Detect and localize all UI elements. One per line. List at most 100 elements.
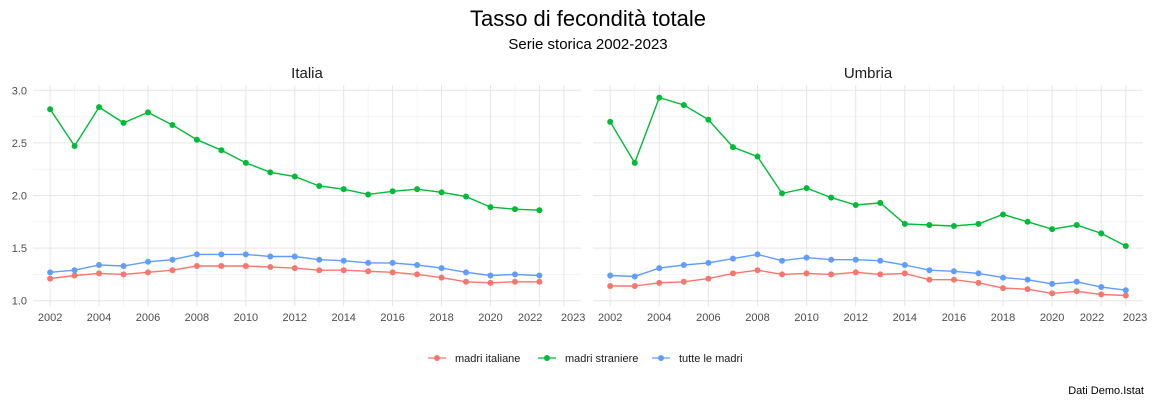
data-point	[926, 276, 933, 283]
data-point	[218, 251, 225, 258]
data-point	[828, 256, 835, 263]
data-point	[71, 272, 78, 279]
data-point	[1073, 278, 1080, 285]
data-point	[267, 253, 274, 260]
x-tick-label: 2020	[1040, 312, 1064, 324]
legend-key-point	[544, 355, 550, 361]
data-point	[144, 258, 151, 265]
data-point	[291, 173, 298, 180]
data-point	[463, 278, 470, 285]
data-point	[1024, 286, 1031, 293]
data-point	[316, 256, 323, 263]
x-tick-label: 2014	[893, 312, 917, 324]
data-point	[1000, 211, 1007, 218]
data-point	[877, 271, 884, 278]
data-point	[656, 265, 663, 272]
data-point	[852, 269, 859, 276]
data-point	[729, 270, 736, 277]
chart-subtitle: Serie storica 2002-2023	[508, 36, 667, 53]
legend-item-madri-italiane: madri italiane	[428, 353, 520, 365]
data-point	[680, 261, 687, 268]
data-point	[414, 186, 421, 193]
data-point	[607, 272, 614, 279]
data-point	[779, 190, 786, 197]
data-point	[316, 183, 323, 190]
x-tick-label: 2014	[331, 312, 355, 324]
x-tick-label: 2022	[1080, 312, 1104, 324]
data-point	[71, 267, 78, 274]
series-madri-straniere-italia	[47, 104, 543, 214]
data-point	[340, 186, 347, 193]
x-tick-label: 2008	[745, 312, 769, 324]
x-tick-label: 2023	[561, 312, 585, 324]
x-tick-label: 2018	[429, 312, 453, 324]
data-point	[389, 269, 396, 276]
data-point	[71, 143, 78, 150]
legend-label: tutte le madri	[679, 353, 743, 365]
data-point	[631, 159, 638, 166]
data-point	[1073, 221, 1080, 228]
data-point	[438, 189, 445, 196]
data-point	[607, 118, 614, 125]
data-point	[487, 204, 494, 211]
x-tick-label: 2020	[478, 312, 502, 324]
data-point	[463, 193, 470, 200]
data-point	[1000, 274, 1007, 281]
x-tick-label: 2002	[598, 312, 622, 324]
data-point	[169, 267, 176, 274]
caption: Dati Demo.Istat	[1068, 385, 1144, 397]
data-point	[1122, 243, 1129, 250]
x-tick-label: 2012	[843, 312, 867, 324]
data-point	[463, 269, 470, 276]
data-point	[828, 194, 835, 201]
data-point	[242, 251, 249, 258]
data-point	[414, 271, 421, 278]
data-point	[536, 272, 543, 279]
data-point	[267, 264, 274, 271]
data-point	[975, 270, 982, 277]
series-madri-italiane-italia	[47, 263, 543, 286]
data-point	[607, 283, 614, 290]
data-point	[1024, 218, 1031, 225]
data-point	[975, 279, 982, 286]
data-point	[414, 261, 421, 268]
data-point	[1049, 290, 1056, 297]
data-point	[340, 257, 347, 264]
data-point	[242, 159, 249, 166]
data-point	[754, 153, 761, 160]
x-tick-label: 2008	[185, 312, 209, 324]
data-point	[705, 116, 712, 123]
data-point	[656, 279, 663, 286]
data-point	[193, 263, 200, 270]
legend-label: madri italiane	[455, 353, 520, 365]
panel-title-umbria: Umbria	[844, 65, 893, 82]
data-point	[852, 201, 859, 208]
data-point	[926, 221, 933, 228]
data-point	[705, 275, 712, 282]
data-point	[169, 256, 176, 263]
data-point	[779, 257, 786, 264]
panel-umbria: Umbria 2002 2004 2006 2008 2010 2012 2014 2016 2…	[593, 65, 1147, 324]
x-tick-label: 2016	[942, 312, 966, 324]
data-point	[511, 278, 518, 285]
data-point	[291, 265, 298, 272]
chart-title: Tasso di fecondità totale	[470, 6, 706, 31]
series-madri-straniere-umbria	[607, 94, 1129, 250]
data-point	[705, 259, 712, 266]
data-point	[511, 206, 518, 213]
data-point	[852, 256, 859, 263]
panel-italia: Italia 2002 2004 2006 2008 2010 2012 2014 2016 2…	[12, 65, 586, 324]
data-point	[144, 109, 151, 116]
legend-key-point	[658, 355, 664, 361]
data-point	[1049, 280, 1056, 287]
data-point	[631, 283, 638, 290]
data-point	[438, 274, 445, 281]
x-tick-label: 2018	[991, 312, 1015, 324]
data-point	[828, 271, 835, 278]
series-line	[610, 253, 1126, 291]
data-point	[754, 267, 761, 274]
data-point	[631, 273, 638, 280]
data-point	[877, 199, 884, 206]
data-point	[536, 278, 543, 285]
data-point	[340, 267, 347, 274]
